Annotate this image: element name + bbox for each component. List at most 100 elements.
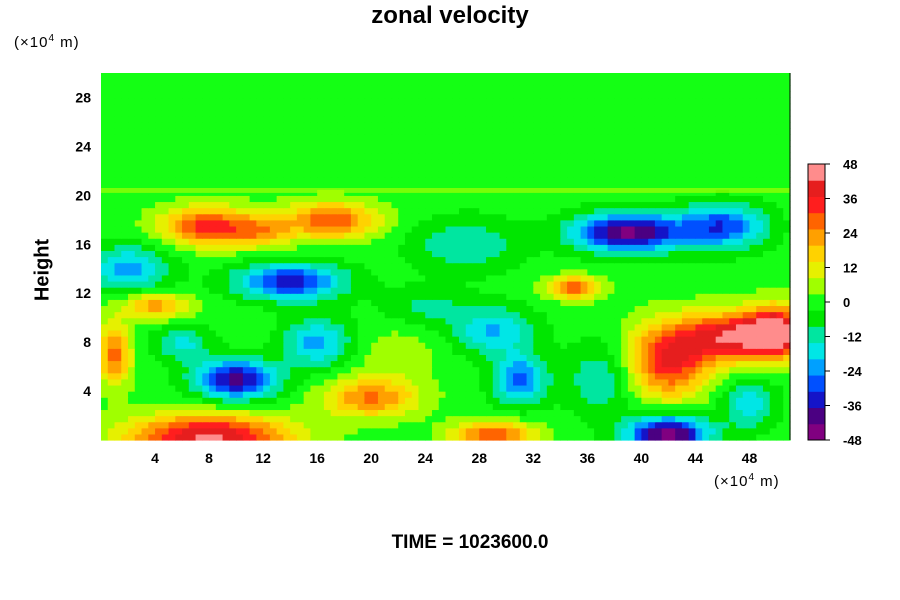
- field-cell: [519, 287, 528, 294]
- field-cell: [540, 384, 548, 392]
- field-cell: [634, 158, 642, 166]
- field-cell: [418, 195, 426, 203]
- field-cell: [499, 207, 507, 215]
- field-cell: [492, 311, 501, 319]
- field-cell: [209, 409, 217, 417]
- field-cell: [621, 336, 629, 343]
- field-cell: [128, 183, 136, 190]
- field-cell: [749, 372, 757, 380]
- field-cell: [742, 274, 751, 282]
- field-cell: [364, 336, 372, 343]
- field-cell: [452, 317, 460, 325]
- field-cell: [472, 183, 480, 190]
- field-cell: [398, 421, 406, 429]
- field-cell: [431, 201, 440, 209]
- field-cell: [107, 342, 116, 349]
- field-cell: [769, 146, 778, 154]
- field-cell: [607, 415, 615, 423]
- field-cell: [290, 409, 298, 417]
- field-cell: [627, 158, 636, 166]
- field-cell: [364, 183, 372, 190]
- field-cell: [695, 366, 703, 374]
- field-cell: [661, 158, 670, 166]
- field-cell: [600, 391, 609, 398]
- field-cell: [398, 232, 406, 239]
- field-cell: [587, 329, 595, 337]
- field-cell: [648, 158, 656, 166]
- field-cell: [168, 232, 176, 239]
- field-cell: [269, 195, 278, 203]
- field-cell: [121, 366, 129, 374]
- field-cell: [641, 170, 649, 178]
- field-cell: [627, 170, 636, 178]
- field-cell: [114, 397, 122, 404]
- field-cell: [269, 360, 278, 368]
- field-cell: [560, 170, 568, 178]
- field-cell: [101, 305, 109, 313]
- field-cell: [675, 183, 683, 190]
- field-cell: [587, 421, 595, 429]
- field-cell: [101, 287, 109, 294]
- field-cell: [445, 287, 453, 294]
- field-cell: [715, 274, 724, 282]
- field-cell: [391, 201, 399, 209]
- field-cell: [526, 146, 534, 154]
- field-cell: [465, 354, 474, 362]
- field-cell: [148, 372, 156, 380]
- field-cell: [121, 244, 129, 251]
- field-cell: [762, 384, 771, 392]
- field-cell: [114, 213, 122, 221]
- field-cell: [708, 317, 717, 325]
- field-cell: [587, 201, 595, 209]
- field-cell: [783, 280, 791, 288]
- field-cell: [114, 140, 122, 147]
- field-cell: [641, 140, 649, 147]
- field-cell: [290, 176, 298, 184]
- field-cell: [438, 391, 447, 398]
- field-cell: [533, 409, 541, 417]
- field-cell: [350, 225, 359, 233]
- field-cell: [155, 219, 163, 227]
- field-cell: [783, 152, 791, 160]
- field-cell: [769, 195, 778, 203]
- field-cell: [452, 391, 460, 398]
- field-cell: [742, 403, 751, 411]
- field-cell: [492, 329, 501, 337]
- field-cell: [215, 213, 224, 221]
- field-cell: [661, 348, 670, 355]
- field-cell: [607, 397, 615, 404]
- field-cell: [269, 378, 278, 386]
- field-cell: [506, 244, 514, 251]
- field-cell: [148, 311, 156, 319]
- field-cell: [580, 372, 588, 380]
- field-cell: [756, 158, 764, 166]
- field-cell: [560, 391, 568, 398]
- field-cell: [141, 219, 149, 227]
- field-cell: [668, 274, 676, 282]
- field-cell: [452, 323, 460, 331]
- field-cell: [290, 232, 298, 239]
- field-cell: [330, 354, 339, 362]
- field-cell: [303, 195, 312, 203]
- field-cell: [519, 183, 528, 190]
- field-cell: [681, 336, 690, 343]
- field-cell: [175, 158, 183, 166]
- field-cell: [675, 207, 683, 215]
- field-cell: [533, 183, 541, 190]
- field-cell: [357, 164, 366, 172]
- field-cell: [364, 287, 372, 294]
- field-cell: [459, 232, 467, 239]
- field-cell: [614, 176, 622, 184]
- field-cell: [121, 164, 129, 172]
- field-cell: [607, 256, 615, 264]
- field-cell: [695, 201, 703, 209]
- field-cell: [749, 152, 757, 160]
- field-cell: [377, 336, 386, 343]
- field-cell: [377, 403, 386, 411]
- field-cell: [600, 378, 609, 386]
- field-cell: [580, 409, 588, 417]
- field-cell: [479, 170, 487, 178]
- field-cell: [188, 146, 197, 154]
- field-cell: [128, 213, 136, 221]
- field-cell: [762, 391, 771, 398]
